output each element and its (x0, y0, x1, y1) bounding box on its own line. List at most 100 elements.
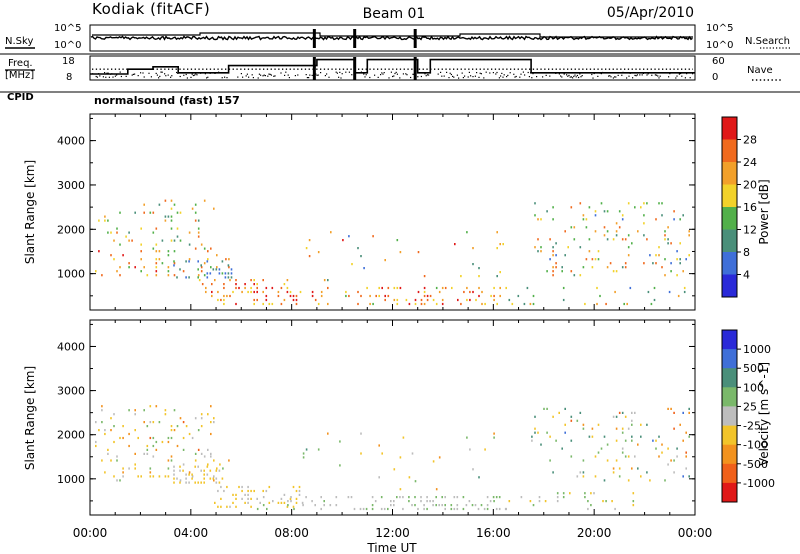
scatter-cell (170, 455, 173, 458)
nave-dot (574, 74, 576, 76)
freq-label-2: [MHz] (5, 70, 34, 81)
nave-dot (294, 75, 296, 77)
scatter-cell (317, 251, 320, 254)
x-tick-label: 12:00 (375, 526, 410, 540)
scatter-cell (295, 497, 298, 500)
scatter-cell (552, 471, 554, 474)
scatter-cell (213, 421, 215, 424)
scatter-cell (351, 263, 353, 266)
scatter-cell (290, 500, 292, 503)
scatter-cell (555, 266, 557, 269)
scatter-cell (626, 302, 628, 306)
nave-dot (246, 73, 248, 75)
scatter-cell (612, 270, 615, 273)
scatter-cell (347, 496, 350, 499)
scatter-cell (286, 286, 289, 290)
scatter-cell (475, 298, 477, 302)
scatter-cell (357, 302, 359, 306)
scatter-cell (655, 218, 657, 221)
nave-dot (600, 73, 602, 75)
nave-dot (405, 73, 407, 75)
nave-dot (396, 73, 398, 75)
scatter-cell (198, 279, 201, 282)
nave-dot (164, 73, 166, 75)
scatter-cell (472, 247, 474, 250)
scatter-cell (250, 290, 252, 294)
nave-dot (628, 75, 630, 77)
scatter-cell (170, 459, 173, 462)
scatter-cell (289, 497, 292, 500)
nave-dot (641, 74, 643, 76)
scatter-cell (472, 263, 474, 266)
power-panel: 1000 2000 3000 4000 Slant Range [km] (23, 113, 696, 311)
nave-dot (515, 75, 517, 78)
scatter-cell (381, 452, 383, 455)
scatter-cell (661, 443, 663, 446)
scatter-cell (640, 423, 642, 426)
scatter-cell (587, 507, 589, 511)
scatter-cell (679, 258, 681, 261)
velocity-bar-label: Velocity [m s^-1] (757, 362, 771, 466)
nave-dot (524, 74, 526, 76)
scatter-cell (456, 496, 459, 499)
scatter-cell (387, 286, 390, 290)
nave-dot (681, 75, 683, 77)
scatter-cell (493, 298, 495, 302)
scatter-cell (353, 507, 356, 511)
scatter-cell (220, 505, 222, 508)
scatter-cell (110, 459, 112, 462)
scatter-cell (289, 290, 292, 294)
nave-dot (629, 72, 631, 74)
scatter-cell (182, 448, 185, 451)
scatter-cell (429, 294, 432, 298)
scatter-cell (631, 439, 633, 442)
scatter-cell (339, 440, 341, 443)
scatter-cell (143, 211, 145, 214)
scatter-cell (104, 215, 106, 218)
scatter-cell (229, 294, 231, 298)
nave-dot (270, 74, 272, 76)
nave-dot (579, 73, 581, 75)
nave-dot (458, 77, 460, 79)
nave-dot (167, 74, 169, 76)
scatter-cell (498, 496, 501, 499)
scatter-cell (295, 298, 298, 302)
scatter-cell (366, 286, 368, 290)
nave-dot (377, 76, 379, 78)
scatter-cell (621, 431, 624, 434)
scatter-cell (573, 226, 576, 229)
scatter-cell (213, 417, 215, 420)
scatter-cell (402, 436, 405, 439)
nave-dot (288, 77, 290, 79)
scatter-cell (335, 496, 338, 499)
velocity-scatter (95, 405, 690, 511)
scatter-cell (624, 455, 627, 458)
nave-dot (461, 72, 463, 74)
nave-dot (194, 74, 196, 76)
colorbar-swatch (722, 463, 737, 484)
scatter-cell (176, 444, 179, 448)
nave-dot (360, 71, 362, 73)
scatter-cell (615, 270, 618, 273)
nave-dot (446, 71, 448, 73)
scatter-cell (667, 407, 669, 410)
scatter-cell (238, 286, 240, 290)
scatter-cell (552, 270, 554, 273)
nave-tick-bottom: 0 (712, 72, 718, 83)
scatter-cell (426, 500, 428, 503)
scatter-cell (538, 496, 541, 499)
scatter-cell (298, 485, 301, 489)
nave-dot (237, 76, 239, 78)
scatter-cell (444, 507, 446, 511)
scatter-cell (493, 500, 495, 503)
scatter-cell (600, 447, 603, 450)
scatter-cell (119, 211, 121, 214)
scatter-cell (223, 489, 225, 493)
scatter-cell (241, 290, 243, 294)
nave-dot (96, 76, 98, 78)
scatter-cell (594, 214, 597, 217)
scatter-cell (670, 262, 672, 265)
scatter-cell (688, 407, 690, 410)
scatter-cell (125, 235, 127, 238)
scatter-cell (197, 219, 200, 222)
